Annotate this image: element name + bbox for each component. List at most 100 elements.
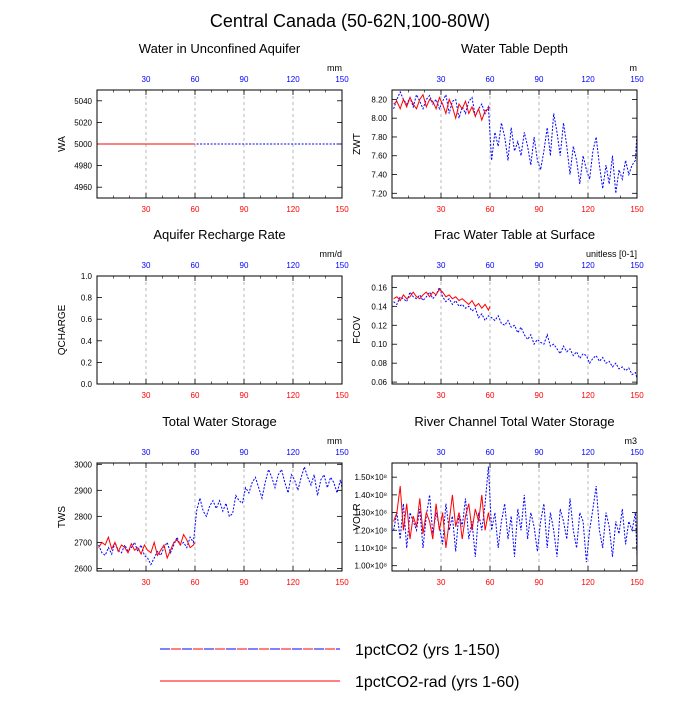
panel-4: Total Water Storage mm TWS 30 30 60 60 90 90 120 1…: [57, 414, 349, 587]
x-tick-label-top: 150: [630, 261, 644, 270]
x-tick-label-bottom: 60: [486, 578, 495, 587]
y-tick-label: 0.12: [371, 321, 387, 330]
x-tick-label-top: 120: [581, 75, 595, 84]
x-tick-label-top: 150: [335, 448, 349, 457]
y-tick-label: 3000: [74, 460, 92, 469]
x-tick-label-bottom: 120: [581, 205, 595, 214]
x-tick-label-bottom: 120: [286, 391, 300, 400]
series-line-1pctCO2-rad: [393, 288, 491, 312]
series-line-1pctCO2-rad: [393, 485, 491, 549]
units-label: mm/d: [320, 249, 343, 259]
x-tick-label-bottom: 60: [191, 205, 200, 214]
x-tick-label-bottom: 150: [335, 391, 349, 400]
y-tick-label: 4980: [74, 162, 92, 171]
x-tick-label-top: 120: [286, 261, 300, 270]
series-line-1pctCO2: [393, 90, 638, 194]
units-label: mm: [327, 63, 342, 73]
y-axis-label: VOLR: [352, 503, 363, 530]
plot-frame: [391, 462, 638, 572]
y-tick-label: 1.20×10⁸: [354, 526, 387, 535]
units-label: unitless [0-1]: [586, 249, 637, 259]
y-tick-label: 0.10: [371, 340, 387, 349]
y-tick-label: 0.8: [81, 294, 93, 303]
x-tick-label-top: 90: [535, 75, 544, 84]
x-tick-label-bottom: 150: [335, 578, 349, 587]
x-tick-label-top: 90: [240, 448, 249, 457]
plot-frame: [96, 462, 343, 572]
units-label: mm: [327, 436, 342, 446]
plot-frame: [96, 275, 343, 385]
legend-label-1pctCO2-rad: 1pctCO2-rad (yrs 1-60): [355, 674, 520, 691]
plot-frame: [391, 275, 638, 385]
x-tick-label-top: 90: [240, 261, 249, 270]
x-tick-label-top: 30: [437, 75, 446, 84]
x-tick-label-bottom: 90: [240, 205, 249, 214]
figure-title: Central Canada (50-62N,100-80W): [210, 11, 490, 31]
y-tick-label: 5000: [74, 140, 92, 149]
x-tick-label-bottom: 120: [581, 391, 595, 400]
y-axis-label: ZWT: [352, 133, 363, 155]
y-tick-label: 7.20: [371, 189, 387, 198]
x-tick-label-top: 30: [437, 448, 446, 457]
panel-1: Water Table Depth m ZWT 30 30 60 60 90 90 120 120 1…: [352, 41, 644, 214]
y-tick-label: 0.06: [371, 378, 387, 387]
y-axis-label: WA: [57, 136, 68, 152]
panel-title: Frac Water Table at Surface: [434, 227, 595, 242]
panel-title: Water Table Depth: [461, 41, 568, 56]
x-tick-label-top: 90: [240, 75, 249, 84]
x-tick-label-bottom: 30: [142, 391, 151, 400]
x-tick-label-bottom: 30: [142, 205, 151, 214]
x-tick-label-top: 60: [486, 448, 495, 457]
y-tick-label: 0.4: [81, 337, 93, 346]
y-tick-label: 2800: [74, 512, 92, 521]
x-tick-label-top: 150: [630, 448, 644, 457]
units-label: m: [630, 63, 638, 73]
panel-3: Frac Water Table at Surface unitless [0-1…: [352, 227, 644, 400]
series-line-1pctCO2-rad: [98, 533, 196, 560]
x-tick-label-bottom: 90: [535, 205, 544, 214]
y-tick-label: 1.30×10⁸: [354, 509, 387, 518]
y-tick-label: 5020: [74, 118, 92, 127]
x-tick-label-top: 60: [486, 75, 495, 84]
y-tick-label: 0.0: [81, 380, 93, 389]
plot-frame: [96, 89, 343, 199]
y-tick-label: 8.20: [371, 95, 387, 104]
x-tick-label-top: 150: [335, 261, 349, 270]
y-tick-label: 1.00×10⁸: [354, 562, 387, 571]
y-tick-label: 2900: [74, 486, 92, 495]
x-tick-label-bottom: 60: [191, 578, 200, 587]
panel-title: Total Water Storage: [162, 414, 276, 429]
y-tick-label: 1.50×10⁸: [354, 473, 387, 482]
y-tick-label: 0.08: [371, 359, 387, 368]
x-tick-label-top: 150: [335, 75, 349, 84]
series-line-1pctCO2-rad: [393, 93, 491, 122]
x-tick-label-bottom: 60: [486, 205, 495, 214]
x-tick-label-top: 60: [191, 75, 200, 84]
x-tick-label-top: 30: [437, 261, 446, 270]
x-tick-label-top: 30: [142, 261, 151, 270]
x-tick-label-top: 30: [142, 448, 151, 457]
y-tick-label: 1.10×10⁸: [354, 544, 387, 553]
x-tick-label-bottom: 30: [437, 205, 446, 214]
x-tick-label-bottom: 150: [630, 391, 644, 400]
panel-5: River Channel Total Water Storage m3 VOLR 3…: [352, 414, 644, 587]
y-tick-label: 7.40: [371, 171, 387, 180]
y-tick-label: 2600: [74, 564, 92, 573]
panel-title: Water in Unconfined Aquifer: [139, 41, 301, 56]
y-axis-label: TWS: [57, 506, 68, 529]
y-tick-label: 0.6: [81, 315, 93, 324]
x-tick-label-bottom: 30: [437, 391, 446, 400]
units-label: m3: [624, 436, 637, 446]
x-tick-label-top: 60: [191, 261, 200, 270]
y-tick-label: 8.00: [371, 114, 387, 123]
y-tick-label: 1.0: [81, 272, 93, 281]
y-tick-label: 5040: [74, 97, 92, 106]
y-axis-label: QCHARGE: [57, 304, 68, 355]
y-tick-label: 2700: [74, 538, 92, 547]
y-axis-label: FCOV: [352, 316, 363, 344]
x-tick-label-bottom: 60: [486, 391, 495, 400]
panel-title: River Channel Total Water Storage: [414, 414, 614, 429]
x-tick-label-top: 120: [581, 448, 595, 457]
y-tick-label: 0.16: [371, 283, 387, 292]
